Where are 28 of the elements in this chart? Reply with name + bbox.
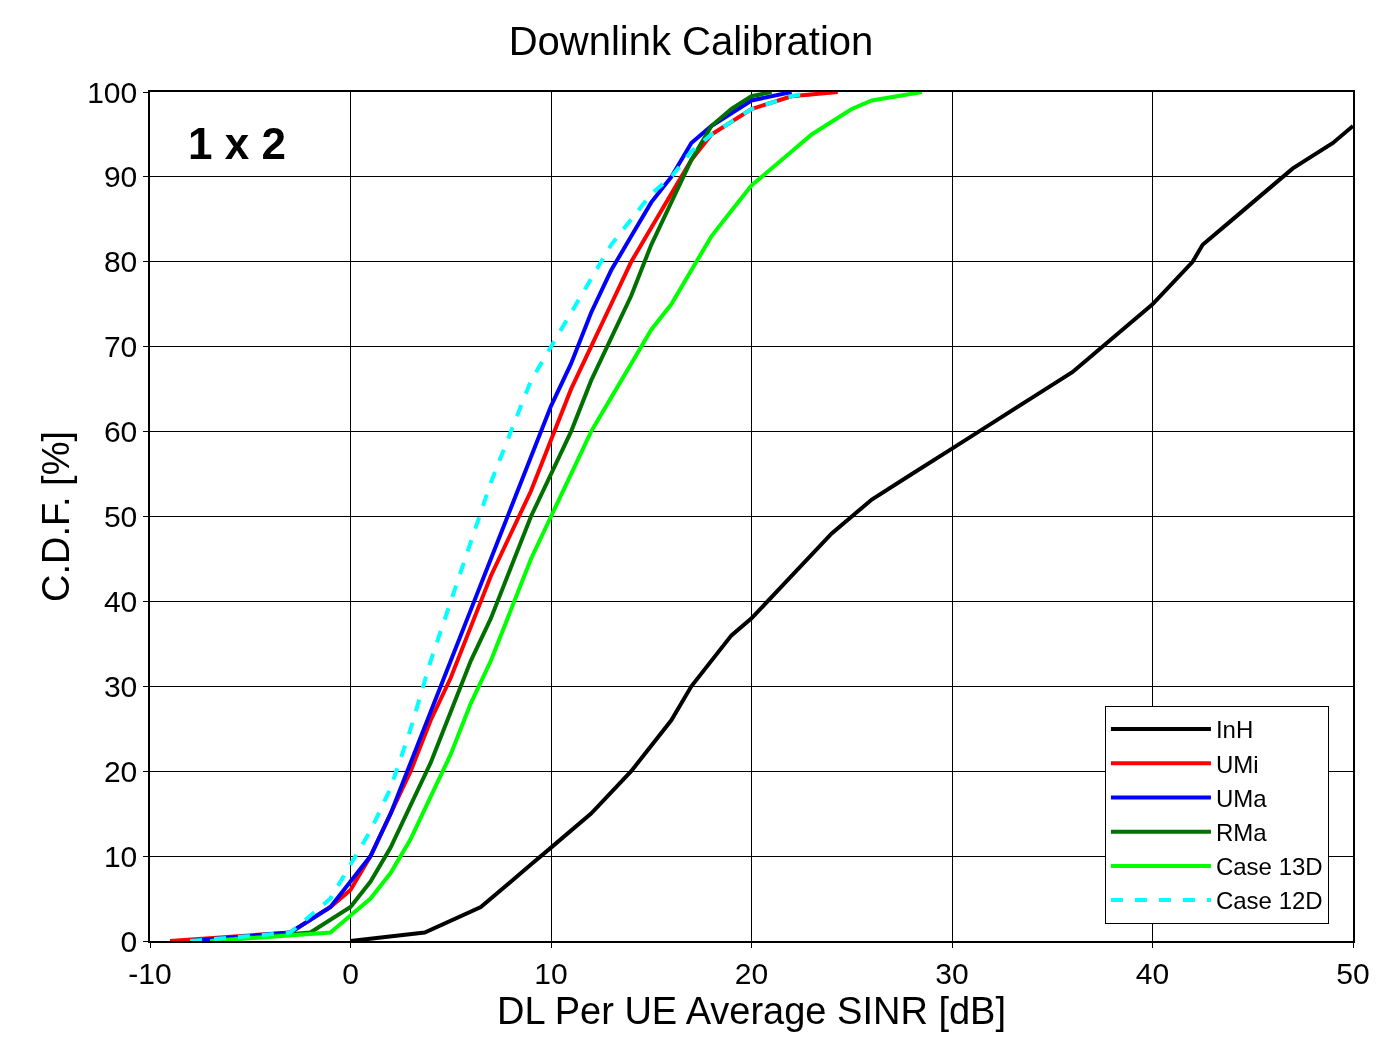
y-tick-label: 30 [103, 669, 138, 703]
y-axis-title: C.D.F. [%] [34, 430, 77, 603]
legend-label: UMi [1215, 750, 1259, 778]
annotation: 1 x 2 [188, 119, 286, 168]
y-tick-label: 100 [87, 75, 138, 109]
y-tick-label: 70 [103, 330, 138, 364]
x-tick-label: 40 [1135, 956, 1170, 990]
legend-label: Case 12D [1215, 887, 1323, 915]
chart-title: Downlink Calibration [508, 18, 874, 63]
x-tick-label: 50 [1336, 956, 1370, 990]
x-tick-label: -10 [128, 956, 172, 990]
y-tick-label: 80 [103, 245, 138, 279]
legend-label: RMa [1215, 819, 1268, 847]
x-tick-label: 30 [935, 956, 969, 990]
y-tick-label: 10 [103, 839, 138, 873]
x-tick-label: 10 [534, 956, 568, 990]
y-tick-label: 0 [120, 924, 138, 958]
legend-label: Case 13D [1215, 853, 1323, 881]
legend-label: UMa [1215, 784, 1268, 812]
y-tick-label: 50 [103, 500, 138, 533]
x-tick-label: 20 [734, 956, 769, 990]
y-tick-label: 60 [103, 415, 138, 449]
y-tick-label: 40 [103, 584, 138, 618]
legend-label: InH [1215, 716, 1254, 744]
y-tick-label: 90 [103, 160, 138, 194]
x-axis-title: DL Per UE Average SINR [dB] [496, 989, 1007, 1032]
x-tick-label: 0 [342, 956, 359, 990]
y-tick-label: 20 [103, 754, 138, 788]
